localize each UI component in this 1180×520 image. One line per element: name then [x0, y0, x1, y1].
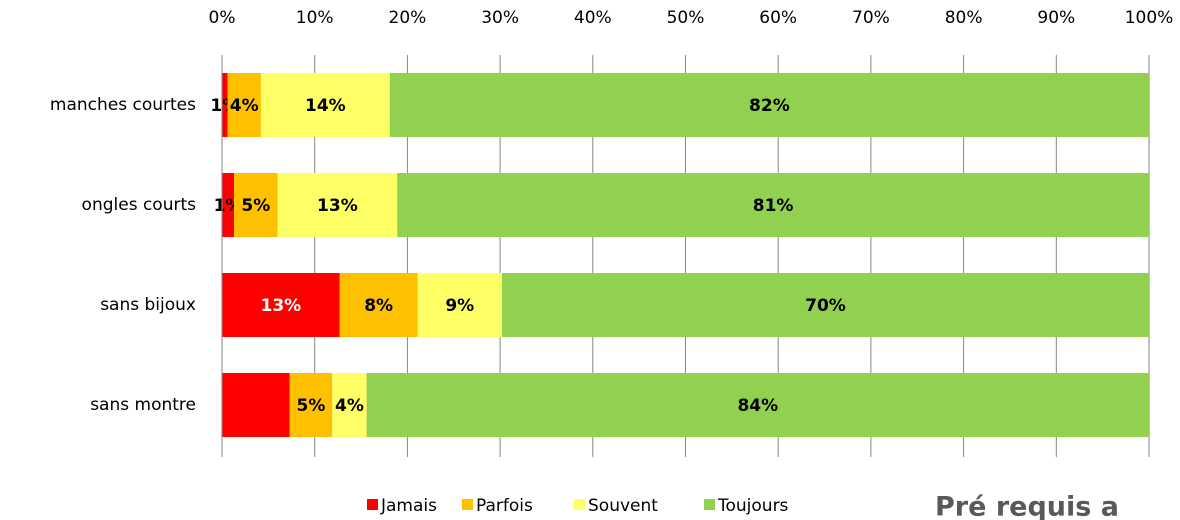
data-label: 13%: [317, 196, 358, 216]
x-tick-label: 40%: [574, 8, 612, 28]
data-label: 4%: [230, 96, 259, 116]
y-tick-label: sans montre: [90, 395, 196, 415]
bar-segment: [222, 173, 235, 237]
bar-segment: [417, 273, 502, 337]
legend-label: Jamais: [380, 496, 437, 516]
data-label: 84%: [737, 396, 778, 416]
legend-swatch: [704, 499, 715, 510]
x-tick-label: 80%: [945, 8, 983, 28]
bar-segment: [227, 73, 261, 137]
legend-label: Souvent: [588, 496, 658, 516]
legend-label: Toujours: [717, 496, 789, 516]
x-tick-label: 10%: [296, 8, 334, 28]
bar-segment: [222, 73, 228, 137]
x-tick-label: 20%: [389, 8, 427, 28]
data-label: 13%: [261, 296, 302, 316]
bar-segment: [222, 273, 340, 337]
bar-segment: [339, 273, 418, 337]
bar-segment: [389, 73, 1149, 137]
bar-segment: [289, 373, 333, 437]
bar-segment: [366, 373, 1149, 437]
bar-segment: [260, 73, 390, 137]
data-label: 5%: [297, 396, 326, 416]
data-label: 81%: [753, 196, 794, 216]
bar-segment: [277, 173, 398, 237]
x-tick-label: 0%: [209, 8, 236, 28]
x-tick-label: 30%: [481, 8, 519, 28]
data-label: 4%: [335, 396, 364, 416]
bar-segment: [222, 373, 290, 437]
legend-swatch: [462, 499, 473, 510]
x-tick-label: 70%: [852, 8, 890, 28]
bar-segment: [234, 173, 278, 237]
data-label: 8%: [364, 296, 393, 316]
y-tick-label: sans bijoux: [100, 295, 196, 315]
data-label: 14%: [305, 96, 346, 116]
legend-label: Parfois: [476, 496, 533, 516]
legend-swatch: [367, 499, 378, 510]
data-label: 70%: [805, 296, 846, 316]
x-tick-label: 60%: [759, 8, 797, 28]
bar-segment: [397, 173, 1149, 237]
y-tick-label: manches courtes: [50, 95, 196, 115]
legend-swatch: [574, 499, 585, 510]
bar-segment: [501, 273, 1150, 337]
x-tick-label: 50%: [667, 8, 705, 28]
y-tick-label: ongles courts: [82, 195, 197, 215]
x-tick-label: 100%: [1125, 8, 1174, 28]
annotation: Pré requis a: [935, 492, 1119, 520]
data-label: 82%: [749, 96, 790, 116]
x-tick-label: 90%: [1037, 8, 1075, 28]
data-label: 9%: [445, 296, 474, 316]
bar-segment: [332, 373, 367, 437]
data-label: 5%: [241, 196, 270, 216]
